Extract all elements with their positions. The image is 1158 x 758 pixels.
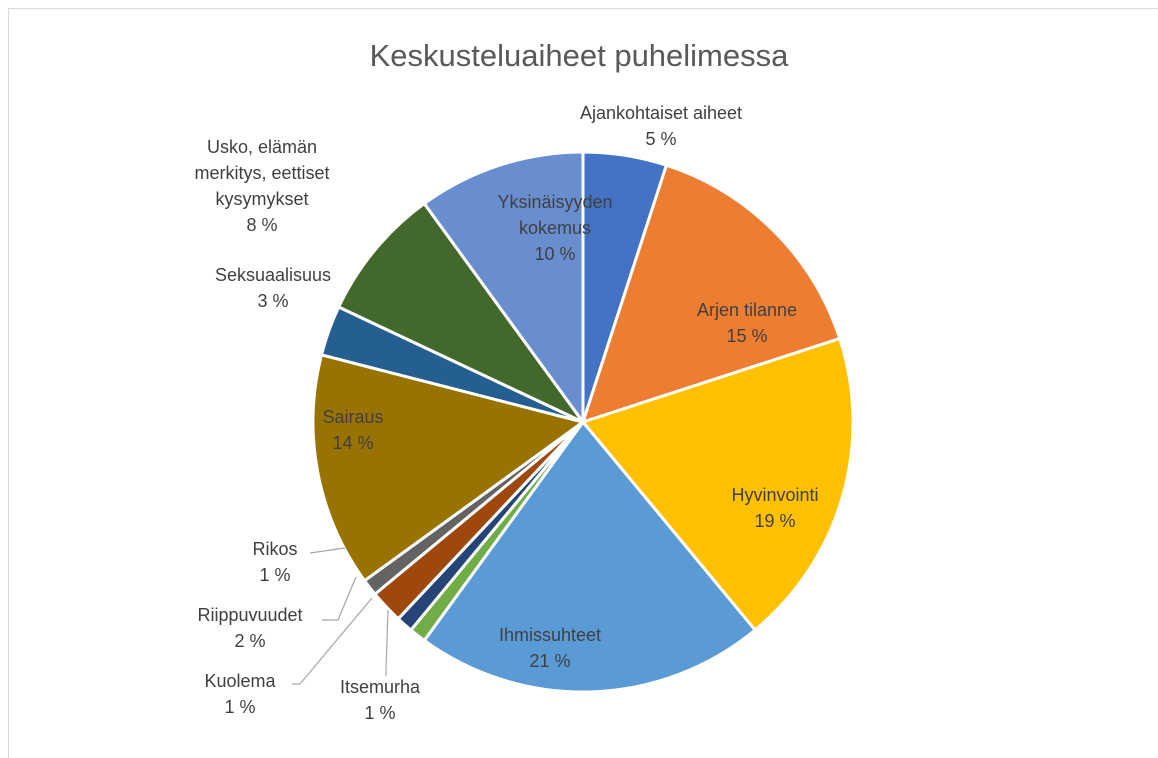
leader-line (309, 547, 346, 554)
label-name: Riippuvuudet (197, 605, 303, 625)
label-value: 8 % (246, 215, 278, 235)
data-label: Usko, elämän merkitys, eettiset kysymyks… (172, 134, 352, 238)
label-name: Kuolema (204, 671, 276, 691)
label-value: 1 % (259, 565, 291, 585)
label-name: Seksuaalisuus (214, 265, 332, 285)
chart-title: Keskusteluaiheet puhelimessa (369, 38, 789, 73)
label-value: 14 % (332, 433, 374, 453)
label-name: Hyvinvointi (731, 485, 819, 505)
label-name: Arjen tilanne (696, 300, 798, 320)
data-label: Kuolema 1 % (180, 668, 300, 720)
label-value: 1 % (224, 697, 256, 717)
pie-slice (422, 150, 585, 427)
leader-line (292, 597, 373, 685)
label-value: 19 % (754, 511, 796, 531)
data-label: Sairaus 14 % (293, 404, 413, 456)
data-label: Yksinäisyyden kokemus 10 % (490, 189, 620, 267)
label-value: 10 % (534, 244, 576, 264)
data-label: Ajankohtaiset aiheet 5 % (531, 100, 791, 152)
label-name: Ajankohtaiset aiheet (579, 103, 743, 123)
leader-line (322, 576, 357, 621)
leader-line (385, 609, 389, 676)
data-label: Riippuvuudet 2 % (170, 602, 330, 654)
label-value: 2 % (234, 631, 266, 651)
data-label: Itsemurha 1 % (320, 674, 440, 726)
label-name: Yksinäisyyden kokemus (497, 192, 613, 238)
label-name: Ihmissuhteet (498, 625, 602, 645)
chart-frame (8, 8, 1158, 758)
label-name: Usko, elämän merkitys, eettiset kysymyks… (194, 137, 330, 209)
label-name: Sairaus (322, 407, 384, 427)
pie-slice (422, 419, 758, 694)
pie-slice (336, 201, 585, 424)
label-value: 5 % (645, 129, 677, 149)
label-name: Rikos (252, 539, 298, 559)
label-value: 3 % (257, 291, 289, 311)
pie-slice (580, 336, 855, 633)
data-label: Ihmissuhteet 21 % (470, 622, 630, 674)
data-label: Hyvinvointi 19 % (695, 482, 855, 534)
data-label: Arjen tilanne 15 % (667, 297, 827, 349)
label-value: 1 % (364, 703, 396, 723)
data-label: Rikos 1 % (215, 536, 335, 588)
data-label: Seksuaalisuus 3 % (193, 262, 353, 314)
pie-slice (311, 353, 587, 583)
pie-slice (580, 163, 842, 425)
label-value: 15 % (726, 326, 768, 346)
label-value: 21 % (529, 651, 571, 671)
label-name: Itsemurha (339, 677, 421, 697)
